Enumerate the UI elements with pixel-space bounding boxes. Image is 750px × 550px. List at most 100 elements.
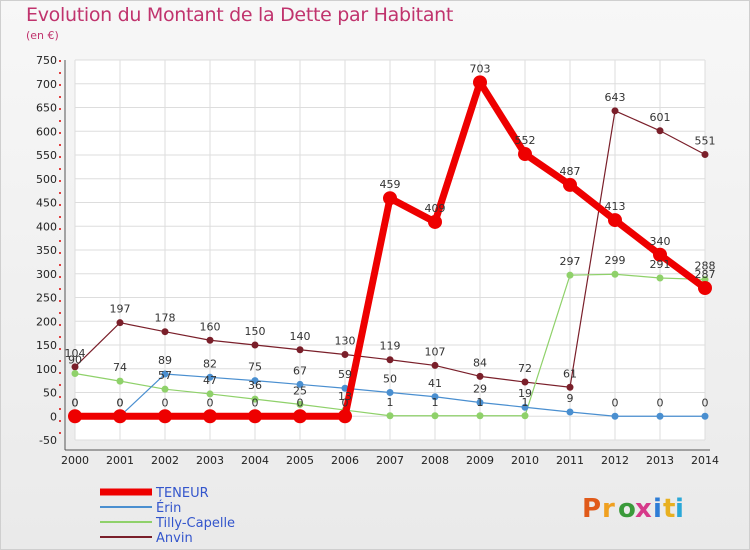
data-label: 197 [110, 303, 131, 316]
y-axis-minor-tick [59, 192, 61, 194]
data-point [206, 336, 214, 344]
y-tick-label: -50 [39, 434, 57, 447]
y-axis-minor-tick [59, 348, 61, 350]
y-axis-minor-tick [59, 264, 61, 266]
data-point [296, 400, 304, 408]
data-point [296, 380, 304, 388]
data-label: 552 [515, 134, 536, 147]
data-label: 297 [560, 255, 581, 268]
x-tick-label: 2013 [646, 454, 674, 467]
data-point [68, 409, 82, 424]
data-point [521, 378, 529, 386]
data-label: 150 [245, 325, 266, 338]
y-axis-minor-tick [59, 240, 61, 242]
data-label: 0 [162, 396, 169, 409]
data-label: 487 [560, 165, 581, 178]
y-axis-minor-tick [59, 168, 61, 170]
data-point [161, 328, 169, 336]
x-tick-label: 2012 [601, 454, 629, 467]
data-point [251, 377, 259, 385]
y-axis-minor-tick [59, 144, 61, 146]
data-point [206, 373, 214, 381]
data-label: 1 [477, 396, 484, 409]
data-point [341, 384, 349, 392]
data-label: 0 [72, 396, 79, 409]
data-point [386, 356, 394, 364]
data-point [701, 412, 709, 420]
y-axis-minor-tick [59, 288, 61, 290]
data-label: 643 [605, 91, 626, 104]
x-tick-label: 2001 [106, 454, 134, 467]
y-axis-minor-tick [59, 312, 61, 314]
data-point [611, 270, 619, 278]
y-axis-minor-tick [59, 384, 61, 386]
x-tick-label: 2006 [331, 454, 359, 467]
data-label: 82 [203, 357, 217, 370]
data-label: 41 [428, 377, 442, 390]
data-label: 1 [522, 396, 529, 409]
data-label: 0 [252, 396, 259, 409]
data-point [656, 412, 664, 420]
data-label: 13 [338, 390, 352, 403]
data-point [431, 393, 439, 401]
data-label: 409 [425, 202, 446, 215]
data-point [203, 409, 217, 424]
x-tick-label: 2014 [691, 454, 719, 467]
data-point [563, 177, 577, 192]
y-axis-minor-tick [59, 84, 61, 86]
data-label: 119 [380, 340, 401, 353]
y-tick-label: 400 [36, 220, 57, 233]
data-label: 178 [155, 312, 176, 325]
chart-subtitle: (en €) [26, 29, 59, 42]
logo-letter: r [602, 494, 615, 524]
data-label: 413 [605, 200, 626, 213]
logo-letter: x [635, 494, 652, 524]
data-point [113, 409, 127, 424]
data-point [383, 191, 397, 206]
data-point [341, 351, 349, 358]
data-label: 0 [207, 396, 214, 409]
x-tick-label: 2002 [151, 454, 179, 467]
data-label: 0 [117, 396, 124, 409]
data-point [293, 409, 307, 424]
data-point [698, 281, 712, 295]
logo-letter: i [653, 494, 662, 524]
data-label: 74 [113, 361, 127, 374]
legend-label: Tilly-Capelle [155, 516, 235, 531]
y-axis-minor-tick [59, 216, 61, 218]
y-tick-label: 600 [36, 125, 57, 138]
y-axis-minor-tick [59, 180, 61, 182]
data-label: 0 [702, 396, 709, 409]
data-label: 551 [695, 135, 716, 148]
data-point [161, 385, 169, 393]
data-point [476, 372, 484, 380]
data-label: 25 [293, 384, 307, 397]
grid [74, 59, 706, 441]
series-layer [68, 75, 712, 424]
data-label: 50 [383, 373, 397, 386]
data-point [251, 341, 259, 349]
y-tick-label: 650 [36, 102, 57, 115]
legend-label: TENEUR [155, 486, 209, 501]
y-axis-minor-tick [59, 252, 61, 254]
data-label: 90 [68, 354, 82, 367]
y-axis-minor-tick [59, 396, 61, 398]
data-point [656, 274, 664, 282]
data-label: 1 [432, 396, 439, 409]
data-point [248, 409, 262, 424]
data-label: 0 [342, 396, 349, 409]
legend-label: Anvin [156, 531, 193, 546]
y-axis-minor-tick [59, 204, 61, 206]
x-tick-label: 2004 [241, 454, 269, 467]
y-axis-minor-tick [59, 72, 61, 74]
data-point [566, 271, 574, 279]
data-point [386, 412, 394, 420]
logo-letter: o [618, 494, 636, 524]
y-tick-label: 50 [43, 387, 57, 400]
data-label: 59 [338, 368, 352, 381]
data-point [431, 361, 439, 369]
